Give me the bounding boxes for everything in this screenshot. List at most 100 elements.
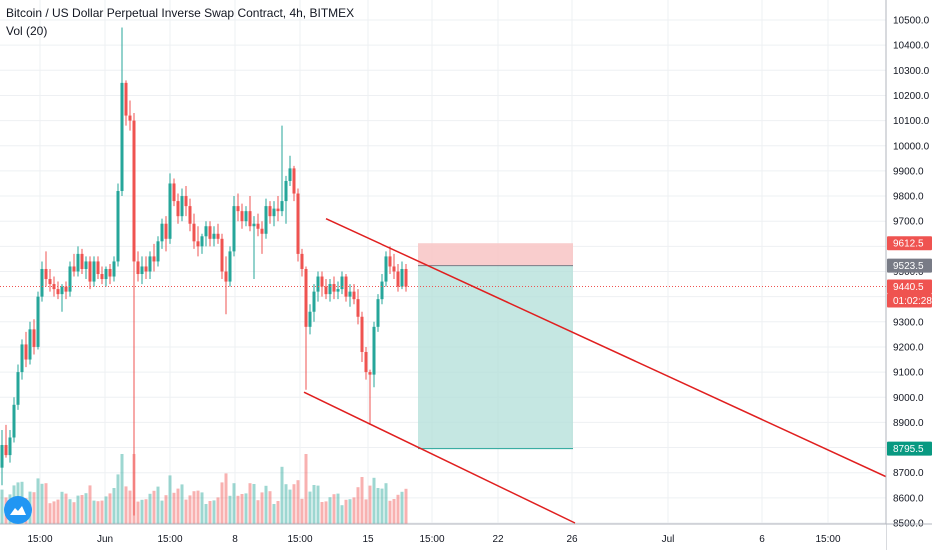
candles — [0, 27, 408, 516]
price-tag-entry: 9523.5 — [887, 258, 932, 273]
candle-body — [200, 236, 204, 247]
candle — [88, 256, 92, 290]
volume-bar — [364, 499, 368, 524]
volume-bar — [292, 484, 296, 524]
volume-bar — [348, 499, 352, 524]
candle-body — [36, 296, 40, 347]
candle — [324, 279, 328, 300]
candle — [108, 263, 112, 285]
candle — [112, 256, 116, 282]
candle — [200, 233, 204, 254]
candle — [288, 155, 292, 186]
candle — [348, 284, 352, 307]
price-tag-countdown: 01:02:28 — [887, 293, 932, 308]
volume-bar — [400, 491, 404, 524]
candle-body — [140, 266, 144, 275]
candle — [76, 246, 80, 277]
volume-bar — [148, 493, 152, 524]
candle-body — [336, 289, 340, 292]
volume-bar — [256, 500, 260, 524]
price-tick-label: 9300.0 — [893, 317, 924, 328]
price-tick-label: 8600.0 — [893, 493, 924, 504]
candle — [20, 339, 24, 380]
volume-bar — [0, 489, 4, 524]
price-tag-label: 9440.5 — [893, 282, 924, 293]
volume-bar — [188, 495, 192, 524]
candle-body — [56, 289, 60, 295]
price-tick-label: 9200.0 — [893, 342, 924, 353]
volume-bar — [332, 494, 336, 524]
candle-body — [304, 268, 308, 327]
volume-bar — [300, 498, 304, 524]
price-tag-label: 9523.5 — [893, 261, 924, 272]
candle-body — [204, 226, 208, 237]
candle-body — [216, 233, 220, 239]
candle-body — [112, 261, 116, 277]
tradingview-logo-icon[interactable] — [4, 496, 32, 524]
candle — [396, 263, 400, 292]
candle — [304, 266, 308, 390]
volume-bar — [164, 495, 168, 524]
volume-bar — [72, 502, 76, 524]
volume-bar — [320, 502, 324, 524]
candle — [332, 276, 336, 300]
candle — [188, 198, 192, 232]
volume-bar — [328, 497, 332, 524]
price-tag-bg — [887, 258, 932, 273]
candle — [216, 223, 220, 244]
volume-bar — [372, 477, 376, 524]
price-tag-label: 01:02:28 — [893, 296, 932, 307]
candle — [336, 281, 340, 300]
candle — [148, 251, 152, 280]
price-tick-label: 10200.0 — [893, 91, 930, 102]
candle-body — [260, 228, 264, 234]
candle-body — [72, 266, 76, 272]
candle-body — [364, 351, 368, 373]
candle-body — [64, 286, 68, 292]
candle — [64, 281, 68, 300]
candle-body — [0, 445, 4, 468]
candle — [372, 321, 376, 388]
candle — [392, 253, 396, 280]
candle-body — [240, 211, 244, 222]
candle — [252, 216, 256, 280]
candle-body — [76, 253, 80, 272]
candle — [0, 429, 4, 486]
candle-body — [152, 256, 156, 262]
candle — [128, 100, 132, 131]
candle-body — [356, 299, 360, 317]
candle-body — [128, 115, 132, 121]
volume-bar — [40, 483, 44, 524]
candle — [68, 261, 72, 297]
candle — [140, 256, 144, 285]
volume-bar — [384, 483, 388, 524]
candle-body — [404, 268, 408, 287]
volume-bar — [56, 499, 60, 524]
time-tick-label: 15:00 — [815, 534, 840, 545]
price-tag-target: 8795.5 — [887, 441, 932, 456]
candle — [92, 256, 96, 287]
candle-body — [120, 82, 124, 192]
candle-body — [272, 208, 276, 217]
price-tick-label: 9800.0 — [893, 192, 924, 203]
volume-indicator-label[interactable]: Vol (20) — [6, 24, 48, 38]
candle — [264, 198, 268, 239]
volume-bar — [160, 500, 164, 524]
channel-trend-line — [303, 391, 576, 524]
candle — [48, 268, 52, 292]
volume-bar — [368, 485, 372, 524]
candle — [176, 193, 180, 224]
candle — [368, 369, 372, 425]
candle-body — [388, 256, 392, 267]
candle-body — [96, 261, 100, 275]
candle-body — [316, 276, 320, 292]
candle — [384, 251, 388, 287]
candle-body — [224, 271, 228, 282]
candle — [136, 251, 140, 282]
volume-bar — [196, 490, 200, 524]
volume-bar — [352, 497, 356, 524]
volume-bar — [120, 454, 124, 524]
candle-body — [180, 196, 184, 217]
price-tag-label: 9612.5 — [893, 239, 924, 250]
